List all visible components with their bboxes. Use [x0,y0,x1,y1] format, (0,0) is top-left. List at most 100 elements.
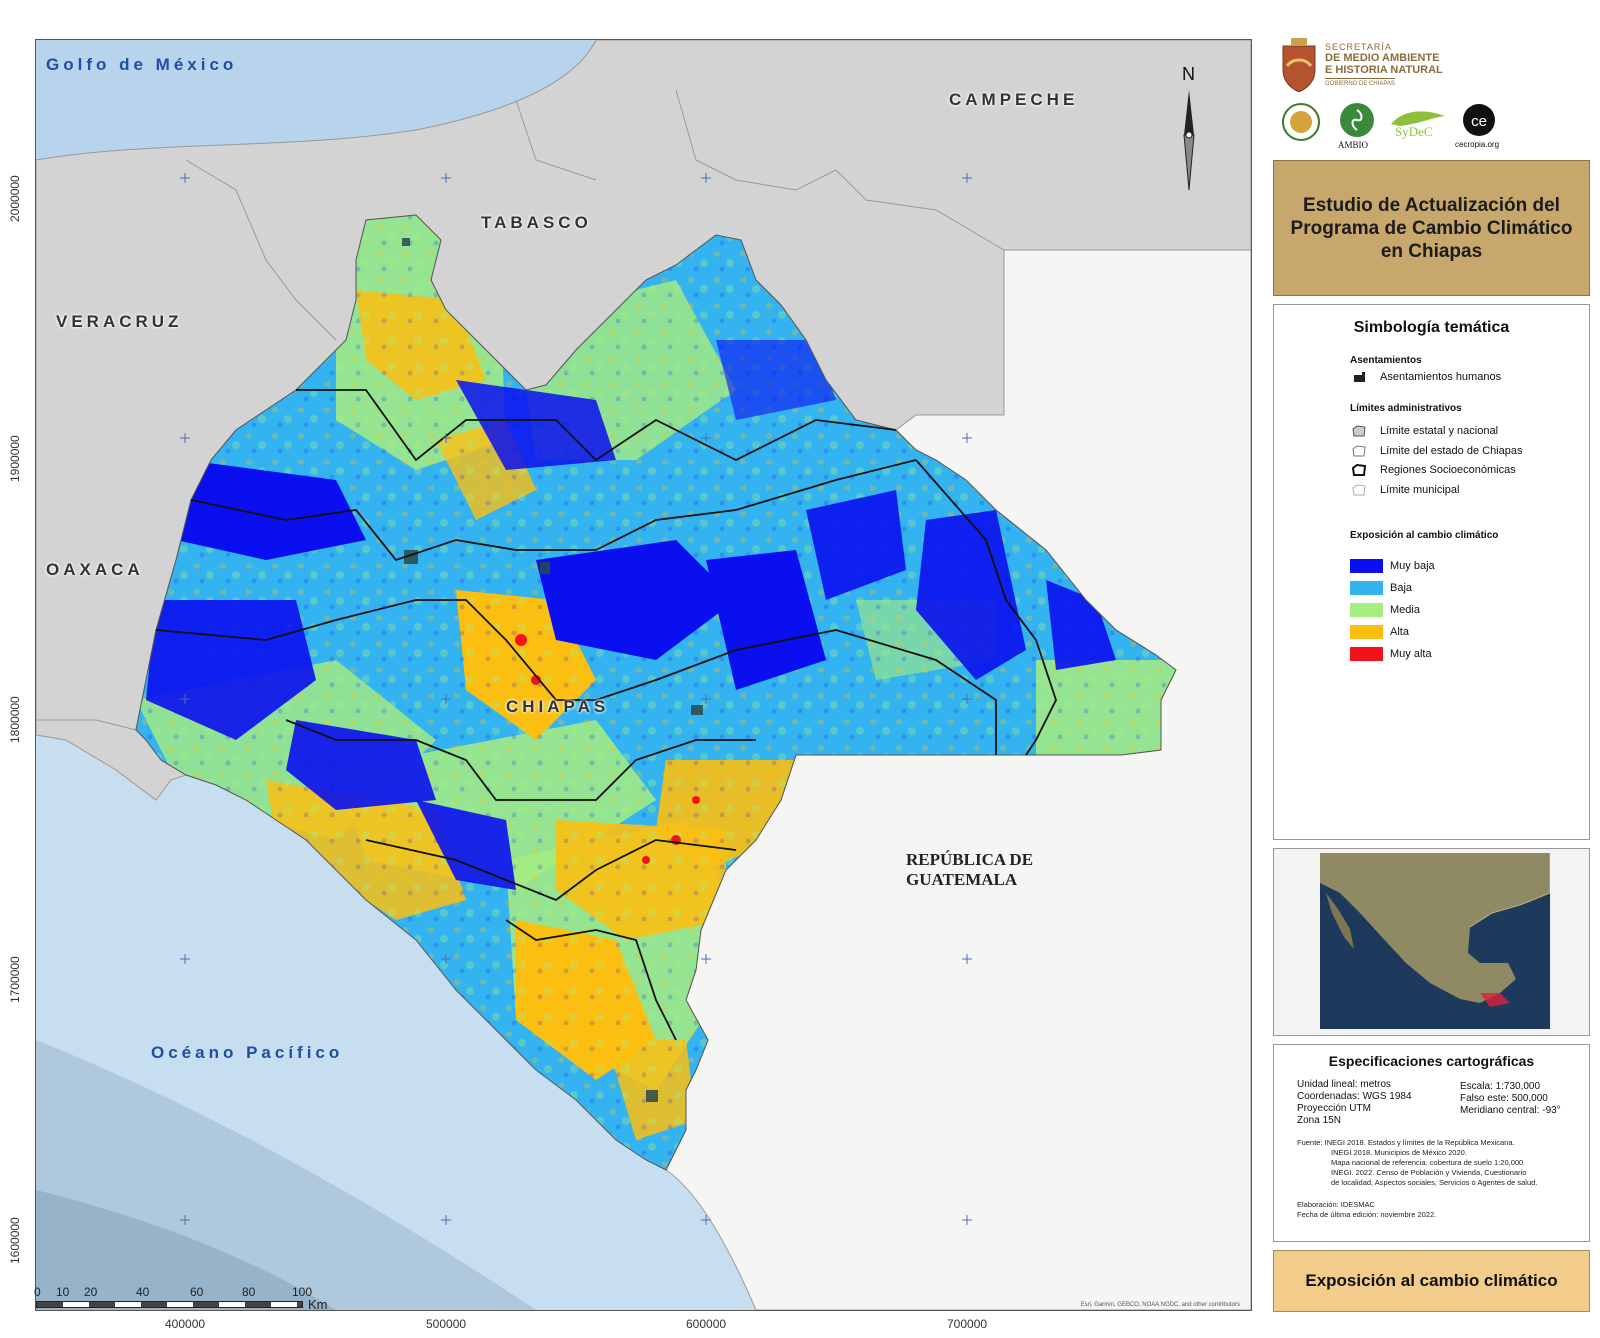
y-tick-2000000: 2000000 [8,175,22,222]
legend-exposure-baja: Baja [1350,581,1412,595]
scale-unit: Km [308,1297,328,1312]
spec-unit: Unidad lineal: metros [1297,1079,1391,1090]
national-border-symbol-icon [1352,425,1366,437]
source-line-1: Fuente: INEGI 2018. Estados y límites de… [1297,1138,1515,1147]
graticule-crosses [180,173,972,1225]
scale-label-80: 80 [242,1285,256,1299]
legend-exposure-label-alta: Alta [1390,626,1409,638]
cecropia-logo-icon: ce [1463,104,1495,136]
scale-label-40: 40 [136,1285,150,1299]
scale-label-60: 60 [190,1285,204,1299]
x-tick-400000: 400000 [165,1317,206,1331]
legend-exposure-label-muy-alta: Muy alta [1390,648,1432,660]
source-line-3: Mapa nacional de referencia. cobertura d… [1331,1158,1524,1167]
label-veracruz: VERACRUZ [56,312,183,331]
sydec-iguana-icon [1391,111,1445,126]
source-line-4: INEGI. 2022. Censo de Población y Vivien… [1331,1168,1527,1177]
legend-admin-label-municipal: Límite municipal [1380,484,1460,496]
made-by: Elaboración: IDESMAC [1297,1200,1375,1209]
legend-settlements-heading: Asentamientos [1350,355,1422,366]
ambio-label: AMBIO [1338,140,1369,150]
legend-exposure-media: Media [1350,603,1420,617]
swatch-baja [1350,581,1383,595]
y-tick-1900000: 1900000 [8,435,22,482]
legend-admin-label-state: Límite del estado de Chiapas [1380,445,1523,457]
y-tick-1700000: 1700000 [8,956,22,1003]
scale-label-100: 100 [292,1285,313,1299]
spec-scale: Escala: 1:730,000 [1460,1081,1541,1092]
label-gulf: Golfo de México [46,55,238,74]
source-line-2: INEGI 2018. Municipios de México 2020. [1331,1148,1467,1157]
spec-false-east: Falso este: 500,000 [1460,1093,1548,1104]
scale-label-10: 10 [56,1285,70,1299]
legend-exposure-muy-baja: Muy baja [1350,559,1435,573]
legend-admin-heading: Límites administrativos [1350,403,1462,414]
legend-settlement-label: Asentamientos humanos [1380,371,1502,383]
legend-admin-item-state: Límite del estado de Chiapas [1352,443,1522,459]
legend-exposure-label-muy-baja: Muy baja [1390,560,1435,572]
legend-exposure-heading: Exposición al cambio climático [1350,530,1499,541]
swatch-muy-alta [1350,647,1383,661]
x-tick-600000: 600000 [686,1317,727,1331]
sydec-label: SyDeC [1395,124,1433,139]
y-tick-1600000: 1600000 [8,1217,22,1264]
label-pacific: Océano Pacífico [151,1043,344,1062]
scale-label-20: 20 [84,1285,98,1299]
chiapas-coat-of-arms-icon [1282,38,1316,92]
swatch-muy-baja [1350,559,1383,573]
header-logos: SECRETARÍA DE MEDIO AMBIENTE E HISTORIA … [1277,36,1587,156]
swatch-alta [1350,625,1383,639]
x-tick-500000: 500000 [426,1317,467,1331]
agency-line-3: E HISTORIA NATURAL [1325,64,1443,76]
spec-projection: Proyección UTM [1297,1103,1371,1114]
settlement-symbol-icon [1354,372,1365,382]
legend-exposure-muy-alta: Muy alta [1350,647,1432,661]
spec-central-meridian: Meridiano central: -93° [1460,1105,1561,1116]
map-title: Estudio de Actualización del Programa de… [1290,194,1573,262]
spec-coords: Coordenadas: WGS 1984 [1297,1091,1412,1102]
inset-locator-box [1273,848,1590,1036]
label-tabasco: TABASCO [481,213,592,232]
scale-bar-graphic [36,1301,303,1308]
agency-line-1: SECRETARÍA [1325,42,1392,52]
socioeconomic-region-borders [155,389,1057,1041]
idesmac-seal-icon [1282,103,1320,141]
ambio-logo-icon [1340,103,1374,137]
oaxaca-coast [36,719,188,801]
legend-admin-label-regions: Regiones Socioeconómicas [1380,464,1516,476]
label-campeche: CAMPECHE [949,90,1079,109]
legend-admin-label-national: Límite estatal y nacional [1380,425,1499,437]
legend-exposure-label-media: Media [1390,604,1420,616]
legend-admin-item-municipal: Límite municipal [1352,482,1459,498]
legend-admin-item-national: Límite estatal y nacional [1352,423,1498,439]
specs-title: Especificaciones cartográficas [1328,1053,1535,1069]
footer-title: Exposición al cambio climático [1305,1271,1558,1290]
legend-exposure-label-baja: Baja [1390,582,1413,594]
municipal-border-symbol-icon [1352,484,1366,496]
specs-box: Especificaciones cartográficas Unidad li… [1273,1044,1590,1242]
spec-zone: Zona 15N [1297,1115,1341,1126]
scale-label-0: 0 [34,1285,41,1299]
scale-bar: 0 10 20 40 60 80 100 Km [34,1285,328,1315]
legend-settlement-item: Asentamientos humanos [1352,369,1501,385]
footer-box: Exposición al cambio climático [1273,1250,1590,1312]
label-guatemala: REPÚBLICA DE GUATEMALA [906,850,1034,889]
agency-line-2: DE MEDIO AMBIENTE [1325,52,1440,64]
legend-exposure-alta: Alta [1350,625,1409,639]
north-label: N [1182,64,1195,84]
y-tick-1800000: 1800000 [8,696,22,743]
svg-text:ce: ce [1471,113,1487,130]
map-attribution: Esri, Garmin, GEBCO, NOAA NGDC, and othe… [1080,1302,1240,1308]
edit-date: Fecha de última edición: noviembre 2022. [1297,1210,1437,1219]
legend-admin-item-regions: Regiones Socioeconómicas [1352,462,1516,478]
map-canvas[interactable] [36,40,1251,1310]
map-frame[interactable]: N Golfo de México CAMPECHE TABASCO VERAC… [35,39,1252,1311]
government-label: GOBIERNO DE CHIAPAS [1325,78,1395,87]
north-arrow-icon [1183,90,1195,191]
swatch-media [1350,603,1383,617]
gulf-water [36,40,596,160]
cecropia-label: cecropia.org [1455,140,1500,149]
source-line-5: de localidad, Aspectos sociales, Servici… [1331,1178,1538,1187]
x-tick-700000: 700000 [947,1317,988,1331]
state-border-symbol-icon [1352,445,1366,457]
